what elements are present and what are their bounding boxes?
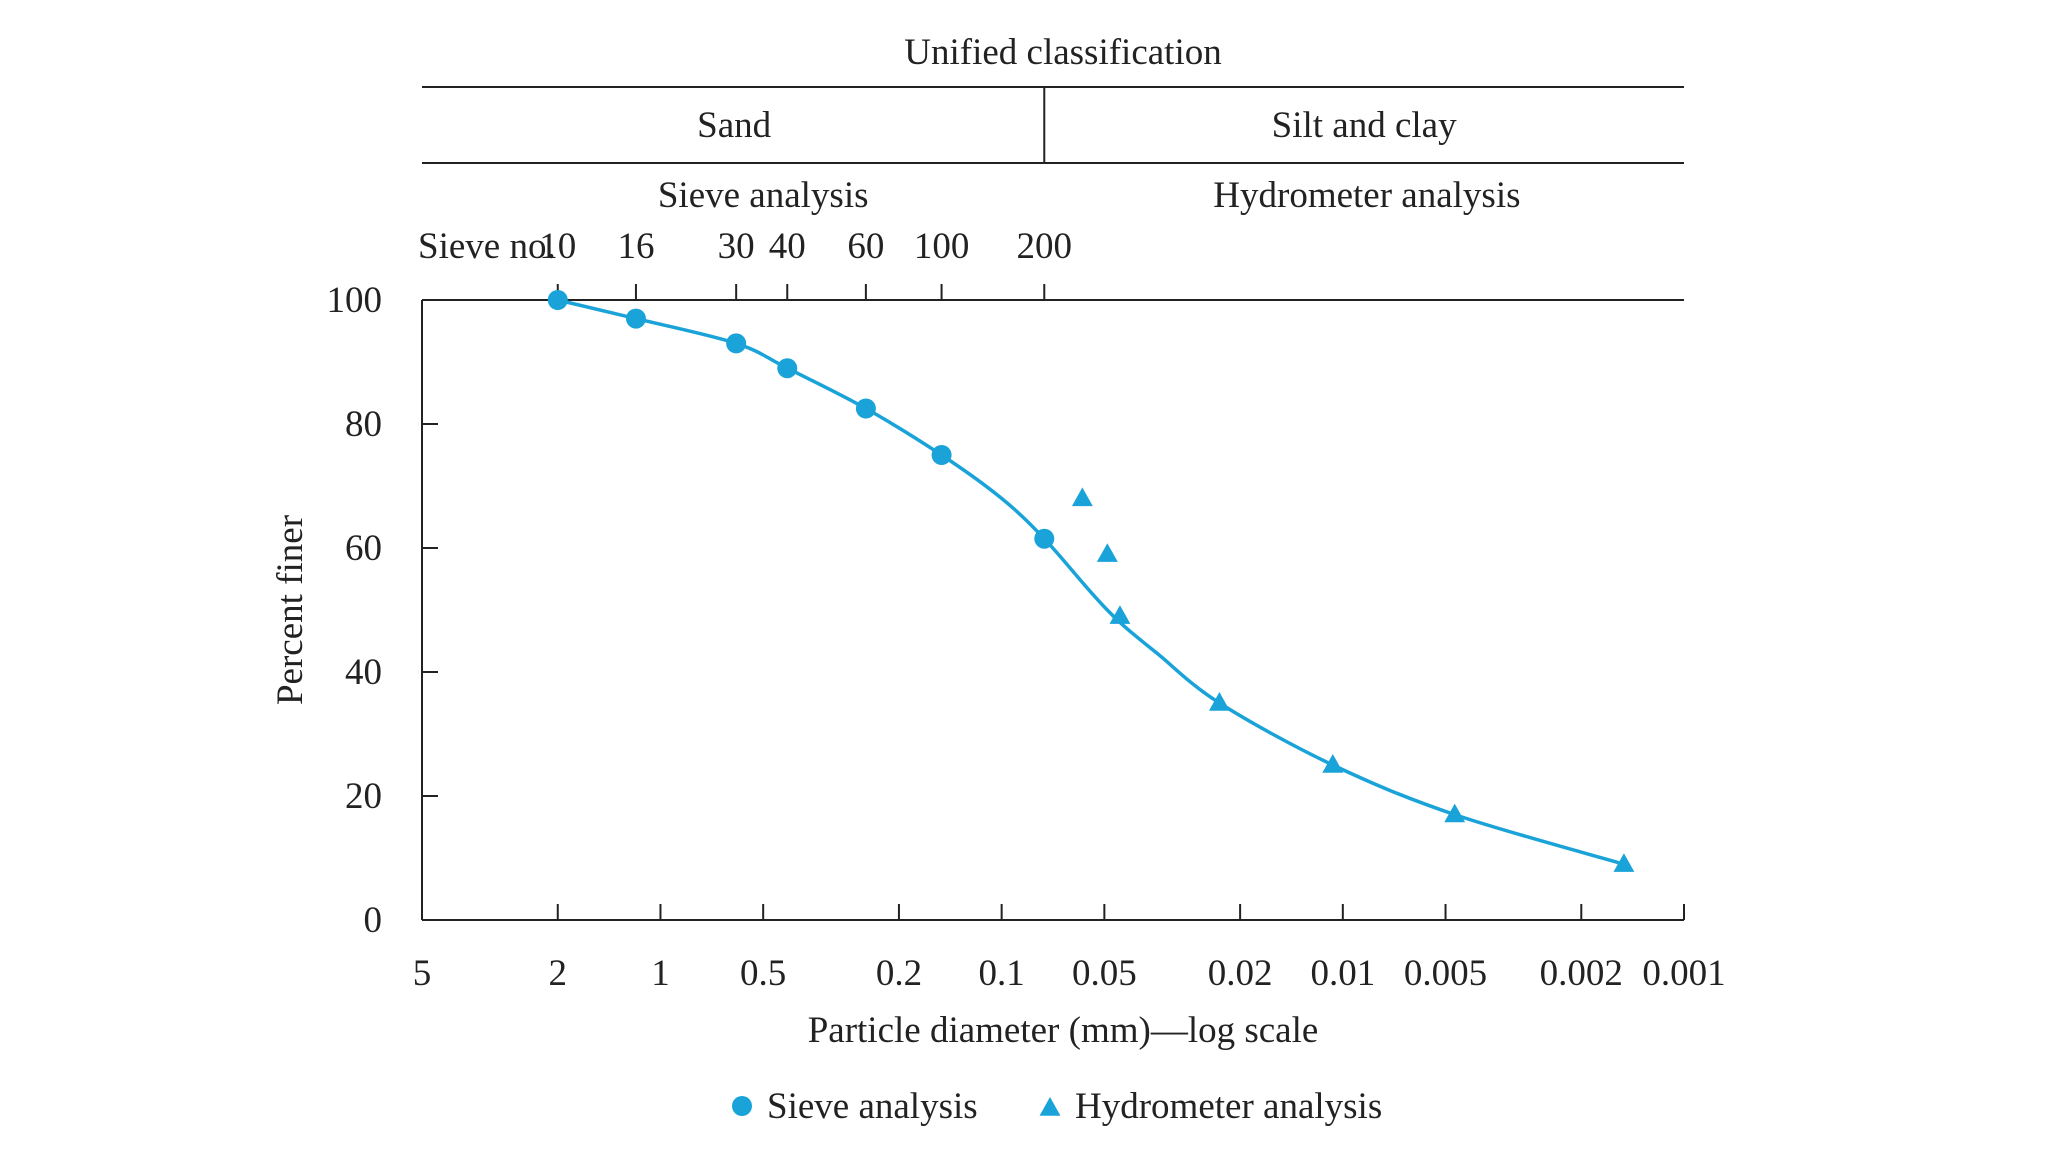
y-tick-label: 20 xyxy=(345,776,382,817)
x-tick-label: 0.02 xyxy=(1208,953,1273,994)
sieve-point xyxy=(547,290,568,310)
y-tick-label: 80 xyxy=(345,404,382,445)
legend-label-sieve: Sieve analysis xyxy=(767,1086,978,1127)
sieve-number: 30 xyxy=(718,226,755,267)
sieve-point xyxy=(931,445,952,465)
sieve-number: 16 xyxy=(617,226,654,267)
sieve-point xyxy=(726,333,747,354)
x-tick-label: 0.5 xyxy=(740,953,786,994)
x-axis-label: Particle diameter (mm)—log scale xyxy=(808,1010,1319,1051)
hydrometer-point xyxy=(1444,803,1466,823)
x-tick-label: 0.001 xyxy=(1642,953,1725,994)
data-points xyxy=(547,290,1635,872)
sieve-point xyxy=(855,398,876,419)
legend-label-hydrometer: Hydrometer analysis xyxy=(1075,1086,1382,1127)
sieve-number: 60 xyxy=(847,226,884,267)
sieve-point xyxy=(1034,528,1055,549)
sieve-number-label: Sieve no. xyxy=(418,226,556,267)
hydrometer-point xyxy=(1208,692,1230,711)
y-tick-label: 60 xyxy=(345,528,382,569)
zone-label-sand: Sand xyxy=(697,105,772,146)
y-axis-label: Percent finer xyxy=(270,515,311,705)
method-label-hydrometer: Hydrometer analysis xyxy=(1213,175,1520,216)
hydrometer-point xyxy=(1613,853,1635,872)
x-tick-label: 0.01 xyxy=(1310,953,1375,994)
method-label-sieve: Sieve analysis xyxy=(658,175,869,216)
zone-label-silt-clay: Silt and clay xyxy=(1272,105,1457,146)
legend-circle-icon xyxy=(732,1096,752,1116)
sieve-point xyxy=(625,308,646,329)
legend-triangle-icon xyxy=(1039,1097,1061,1116)
x-tick-label: 0.1 xyxy=(979,953,1025,994)
header: Unified classification Sand Silt and cla… xyxy=(418,32,1684,300)
hydrometer-point xyxy=(1322,754,1344,773)
x-tick-label: 0.05 xyxy=(1072,953,1137,994)
sieve-number: 40 xyxy=(769,226,806,267)
x-tick-label: 1 xyxy=(651,953,670,994)
x-tick-label: 0.2 xyxy=(876,953,922,994)
classification-title: Unified classification xyxy=(904,32,1221,73)
y-tick-label: 100 xyxy=(327,280,383,321)
hydrometer-point xyxy=(1096,543,1118,562)
fitted-curve xyxy=(557,298,1625,866)
sieve-number: 100 xyxy=(914,226,970,267)
axes: 0 20 40 60 80 100 5 2 1 0.5 0.2 0.1 0.05 0.02 0.01 0.00… xyxy=(327,280,1726,994)
x-tick-label: 0.005 xyxy=(1404,953,1487,994)
sieve-number: 10 xyxy=(539,226,576,267)
sieve-point xyxy=(777,358,798,379)
hydrometer-point xyxy=(1109,605,1131,624)
x-tick-label: 0.002 xyxy=(1540,953,1623,994)
y-tick-label: 40 xyxy=(345,652,382,693)
sieve-ticks: 10 16 30 40 60 100 200 xyxy=(539,226,1072,300)
x-tick-label: 5 xyxy=(413,953,432,994)
sieve-number: 200 xyxy=(1017,226,1073,267)
x-tick-label: 2 xyxy=(549,953,568,994)
y-tick-label: 0 xyxy=(364,900,383,941)
legend: Sieve analysis Hydrometer analysis xyxy=(732,1086,1382,1127)
hydrometer-point xyxy=(1071,487,1093,507)
